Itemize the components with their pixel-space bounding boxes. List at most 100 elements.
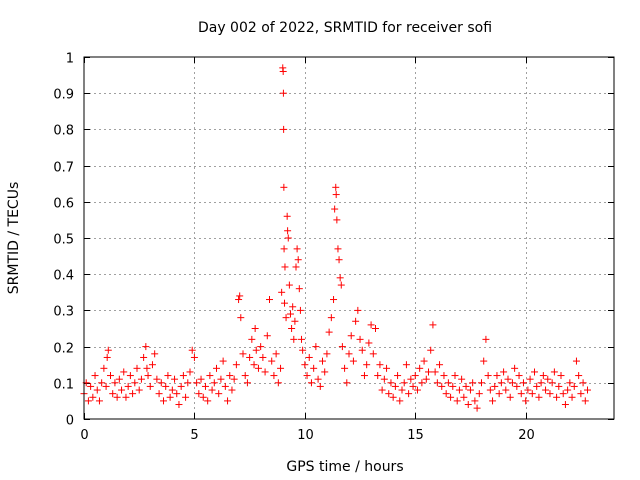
data-point <box>387 379 395 387</box>
data-point <box>305 353 313 361</box>
data-point <box>572 357 580 365</box>
data-point <box>100 364 108 372</box>
data-point <box>528 390 536 398</box>
data-point <box>84 397 92 405</box>
data-point <box>91 372 99 380</box>
data-point <box>246 353 254 361</box>
data-point <box>396 397 404 405</box>
data-point <box>179 372 187 380</box>
y-axis-label: SRMTID / TECUs <box>6 182 22 295</box>
data-point <box>360 372 368 380</box>
y-tick-label: 0 <box>66 414 74 429</box>
data-point <box>508 379 516 387</box>
data-point <box>120 368 128 376</box>
data-point <box>442 390 450 398</box>
data-point <box>464 401 472 409</box>
data-point <box>298 335 306 343</box>
data-point <box>502 386 510 394</box>
data-point <box>217 375 225 383</box>
data-point <box>378 386 386 394</box>
data-point <box>109 390 117 398</box>
data-point <box>133 364 141 372</box>
data-point <box>321 368 329 376</box>
data-point <box>486 386 494 394</box>
data-point <box>332 183 340 191</box>
data-point <box>98 379 106 387</box>
data-point <box>268 357 276 365</box>
data-point <box>345 350 353 358</box>
data-point <box>102 382 110 390</box>
data-point <box>506 393 514 401</box>
data-point <box>564 386 572 394</box>
data-point <box>299 346 307 354</box>
data-point <box>542 386 550 394</box>
data-point <box>524 386 532 394</box>
data-point <box>282 314 290 322</box>
data-point <box>241 372 249 380</box>
data-point <box>137 375 145 383</box>
data-point <box>349 357 357 365</box>
x-tick-label: 0 <box>80 428 88 443</box>
data-point <box>226 372 234 380</box>
data-point <box>453 397 461 405</box>
data-point <box>314 375 322 383</box>
data-point <box>243 379 251 387</box>
x-tick-label: 10 <box>297 428 314 443</box>
data-point <box>374 372 382 380</box>
data-point <box>482 335 490 343</box>
data-point <box>263 332 271 340</box>
data-point <box>544 375 552 383</box>
y-tick-label: 0.1 <box>53 378 74 393</box>
data-point <box>204 397 212 405</box>
data-point <box>288 325 296 332</box>
data-point <box>153 375 161 383</box>
data-point <box>285 281 293 289</box>
data-point <box>236 292 244 300</box>
data-point <box>155 390 163 398</box>
data-point <box>129 390 137 398</box>
data-point <box>232 361 240 369</box>
data-point <box>237 314 245 322</box>
data-point <box>458 375 466 383</box>
data-point <box>385 390 393 398</box>
data-point <box>400 379 408 387</box>
data-point <box>252 346 260 354</box>
data-point <box>566 379 574 387</box>
data-point <box>160 397 167 405</box>
data-point <box>531 368 538 376</box>
data-point <box>184 379 192 387</box>
data-point <box>291 317 299 325</box>
data-point <box>301 361 309 369</box>
data-point <box>517 390 525 398</box>
data-point <box>511 364 519 372</box>
data-point <box>369 350 377 358</box>
axis-ticks: 00.10.20.30.40.50.60.70.80.910 5 10 15 20 <box>53 52 614 443</box>
data-points <box>80 64 591 412</box>
data-point <box>416 364 424 372</box>
data-point <box>455 386 463 394</box>
data-point <box>575 372 583 380</box>
data-point <box>466 386 474 394</box>
data-point <box>561 401 569 409</box>
data-point <box>500 368 508 376</box>
data-point <box>292 263 300 271</box>
data-point <box>579 379 587 387</box>
data-point <box>93 386 101 394</box>
data-point <box>553 393 561 401</box>
data-point <box>87 382 95 390</box>
data-point <box>162 382 170 390</box>
data-point <box>124 382 132 390</box>
data-point <box>146 382 154 390</box>
data-point <box>568 393 576 401</box>
data-point <box>478 379 485 387</box>
data-point <box>462 382 470 390</box>
data-point <box>277 364 285 372</box>
data-point <box>228 386 236 394</box>
data-point <box>310 364 318 372</box>
data-point <box>193 379 201 387</box>
x-tick-label: 20 <box>518 428 535 443</box>
data-point <box>336 274 344 282</box>
data-point <box>89 393 97 401</box>
data-point <box>131 379 139 387</box>
data-point <box>559 390 567 398</box>
